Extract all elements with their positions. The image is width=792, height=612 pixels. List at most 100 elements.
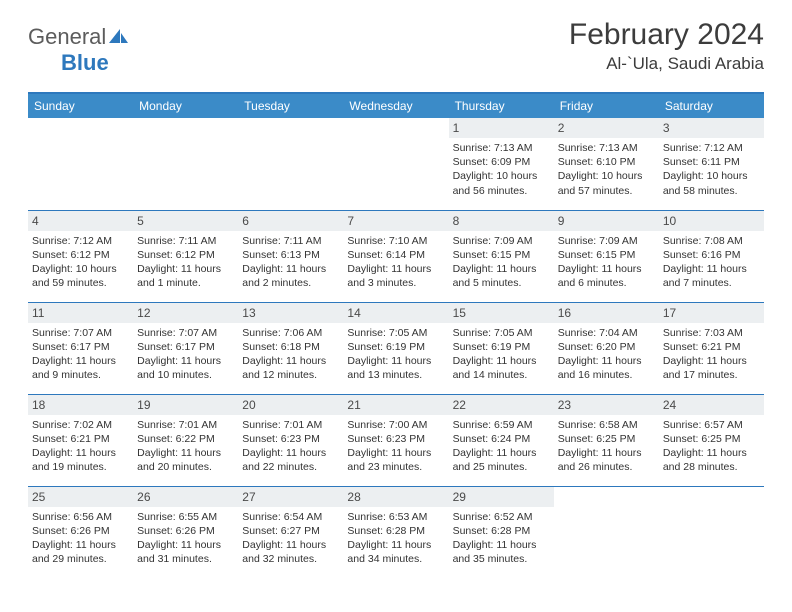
day-header: Tuesday — [238, 94, 343, 118]
daylight-line: Daylight: 11 hours and 23 minutes. — [347, 446, 444, 474]
calendar-day-cell: 9Sunrise: 7:09 AMSunset: 6:15 PMDaylight… — [554, 210, 659, 302]
day-number-strip: 22 — [449, 395, 554, 415]
day-header: Friday — [554, 94, 659, 118]
sunset-line: Sunset: 6:15 PM — [453, 248, 550, 262]
day-number: 4 — [32, 214, 39, 228]
day-number-strip: 18 — [28, 395, 133, 415]
sunrise-line: Sunrise: 7:05 AM — [453, 326, 550, 340]
day-number-strip: 1 — [449, 118, 554, 138]
day-number-strip: 5 — [133, 211, 238, 231]
sunset-line: Sunset: 6:17 PM — [32, 340, 129, 354]
sunrise-line: Sunrise: 7:12 AM — [32, 234, 129, 248]
day-number-strip: 10 — [659, 211, 764, 231]
sunrise-line: Sunrise: 6:59 AM — [453, 418, 550, 432]
day-number-strip: 15 — [449, 303, 554, 323]
day-number-strip: 19 — [133, 395, 238, 415]
sunset-line: Sunset: 6:21 PM — [32, 432, 129, 446]
sunrise-line: Sunrise: 7:08 AM — [663, 234, 760, 248]
day-number-strip: 28 — [343, 487, 448, 507]
sunrise-line: Sunrise: 7:01 AM — [242, 418, 339, 432]
calendar-day-cell: 15 Sunrise: 7:05 AMSunset: 6:19 PMDayligh… — [449, 302, 554, 394]
sunset-line: Sunset: 6:25 PM — [663, 432, 760, 446]
day-number: 3 — [663, 121, 670, 135]
calendar-day-cell: 6Sunrise: 7:11 AMSunset: 6:13 PMDaylight… — [238, 210, 343, 302]
day-number: 21 — [347, 398, 360, 412]
day-number-strip: 27 — [238, 487, 343, 507]
day-info: Sunrise: 7:11 AMSunset: 6:13 PMDaylight:… — [242, 234, 339, 291]
header: General February 2024 Al-`Ula, Saudi Ara… — [28, 18, 764, 74]
day-info: Sunrise: 7:08 AMSunset: 6:16 PMDaylight:… — [663, 234, 760, 291]
sunset-line: Sunset: 6:15 PM — [558, 248, 655, 262]
day-number-strip: 21 — [343, 395, 448, 415]
day-info: Sunrise: 7:02 AMSunset: 6:21 PMDaylight:… — [32, 418, 129, 475]
calendar-day-cell: 18 Sunrise: 7:02 AMSunset: 6:21 PMDayligh… — [28, 394, 133, 486]
title-block: February 2024 Al-`Ula, Saudi Arabia — [569, 18, 764, 74]
day-header: Sunday — [28, 94, 133, 118]
day-info: Sunrise: 7:05 AMSunset: 6:19 PMDaylight:… — [453, 326, 550, 383]
sunrise-line: Sunrise: 7:01 AM — [137, 418, 234, 432]
sunset-line: Sunset: 6:16 PM — [663, 248, 760, 262]
sunrise-line: Sunrise: 7:07 AM — [137, 326, 234, 340]
calendar-day-cell: 17Sunrise: 7:03 AMSunset: 6:21 PMDayligh… — [659, 302, 764, 394]
calendar-day-cell: 7 Sunrise: 7:10 AMSunset: 6:14 PMDaylight… — [343, 210, 448, 302]
day-number-strip: 17 — [659, 303, 764, 323]
sunset-line: Sunset: 6:12 PM — [137, 248, 234, 262]
calendar-day-cell: 12 Sunrise: 7:07 AMSunset: 6:17 PMDayligh… — [133, 302, 238, 394]
day-number-strip: 8 — [449, 211, 554, 231]
calendar-day-cell: 27Sunrise: 6:54 AMSunset: 6:27 PMDayligh… — [238, 486, 343, 578]
daylight-line: Daylight: 11 hours and 2 minutes. — [242, 262, 339, 290]
calendar-table: SundayMondayTuesdayWednesdayThursdayFrid… — [28, 94, 764, 578]
sunrise-line: Sunrise: 7:04 AM — [558, 326, 655, 340]
sunset-line: Sunset: 6:22 PM — [137, 432, 234, 446]
calendar-day-cell: 8Sunrise: 7:09 AMSunset: 6:15 PMDaylight… — [449, 210, 554, 302]
sunset-line: Sunset: 6:11 PM — [663, 155, 760, 169]
calendar-day-cell: 3Sunrise: 7:12 AMSunset: 6:11 PMDaylight… — [659, 118, 764, 210]
day-number: 7 — [347, 214, 354, 228]
daylight-line: Daylight: 11 hours and 12 minutes. — [242, 354, 339, 382]
day-number: 1 — [453, 121, 460, 135]
location: Al-`Ula, Saudi Arabia — [569, 54, 764, 74]
day-info: Sunrise: 7:13 AMSunset: 6:09 PMDaylight:… — [453, 141, 550, 198]
day-info: Sunrise: 7:01 AMSunset: 6:23 PMDaylight:… — [242, 418, 339, 475]
sunrise-line: Sunrise: 7:13 AM — [453, 141, 550, 155]
daylight-line: Daylight: 11 hours and 29 minutes. — [32, 538, 129, 566]
day-number-strip: 13 — [238, 303, 343, 323]
sunrise-line: Sunrise: 7:13 AM — [558, 141, 655, 155]
day-number: 24 — [663, 398, 676, 412]
day-info: Sunrise: 6:55 AMSunset: 6:26 PMDaylight:… — [137, 510, 234, 567]
day-number-strip: 20 — [238, 395, 343, 415]
day-number-strip: 25 — [28, 487, 133, 507]
day-number: 8 — [453, 214, 460, 228]
sunrise-line: Sunrise: 7:09 AM — [558, 234, 655, 248]
calendar-day-cell: 4Sunrise: 7:12 AMSunset: 6:12 PMDaylight… — [28, 210, 133, 302]
daylight-line: Daylight: 10 hours and 56 minutes. — [453, 169, 550, 197]
day-info: Sunrise: 6:53 AMSunset: 6:28 PMDaylight:… — [347, 510, 444, 567]
day-number-strip: 24 — [659, 395, 764, 415]
sunrise-line: Sunrise: 6:56 AM — [32, 510, 129, 524]
daylight-line: Daylight: 11 hours and 5 minutes. — [453, 262, 550, 290]
sunset-line: Sunset: 6:28 PM — [347, 524, 444, 538]
sunrise-line: Sunrise: 6:55 AM — [137, 510, 234, 524]
day-number-strip: 2 — [554, 118, 659, 138]
calendar-day-cell: 25Sunrise: 6:56 AMSunset: 6:26 PMDayligh… — [28, 486, 133, 578]
calendar-day-cell: 1 Sunrise: 7:13 AMSunset: 6:09 PMDaylight… — [449, 118, 554, 210]
day-info: Sunrise: 7:10 AMSunset: 6:14 PMDaylight:… — [347, 234, 444, 291]
day-header: Monday — [133, 94, 238, 118]
daylight-line: Daylight: 11 hours and 34 minutes. — [347, 538, 444, 566]
day-info: Sunrise: 7:11 AMSunset: 6:12 PMDaylight:… — [137, 234, 234, 291]
day-number: 16 — [558, 306, 571, 320]
daylight-line: Daylight: 11 hours and 22 minutes. — [242, 446, 339, 474]
day-number: 17 — [663, 306, 676, 320]
day-info: Sunrise: 6:52 AMSunset: 6:28 PMDaylight:… — [453, 510, 550, 567]
daylight-line: Daylight: 11 hours and 13 minutes. — [347, 354, 444, 382]
day-number: 10 — [663, 214, 676, 228]
sunset-line: Sunset: 6:26 PM — [137, 524, 234, 538]
calendar-empty-cell — [133, 118, 238, 210]
day-info: Sunrise: 7:07 AMSunset: 6:17 PMDaylight:… — [137, 326, 234, 383]
calendar-week-row: 18 Sunrise: 7:02 AMSunset: 6:21 PMDayligh… — [28, 394, 764, 486]
sunrise-line: Sunrise: 6:53 AM — [347, 510, 444, 524]
day-number: 12 — [137, 306, 150, 320]
daylight-line: Daylight: 11 hours and 17 minutes. — [663, 354, 760, 382]
calendar-day-cell: 20 Sunrise: 7:01 AMSunset: 6:23 PMDayligh… — [238, 394, 343, 486]
sunset-line: Sunset: 6:10 PM — [558, 155, 655, 169]
